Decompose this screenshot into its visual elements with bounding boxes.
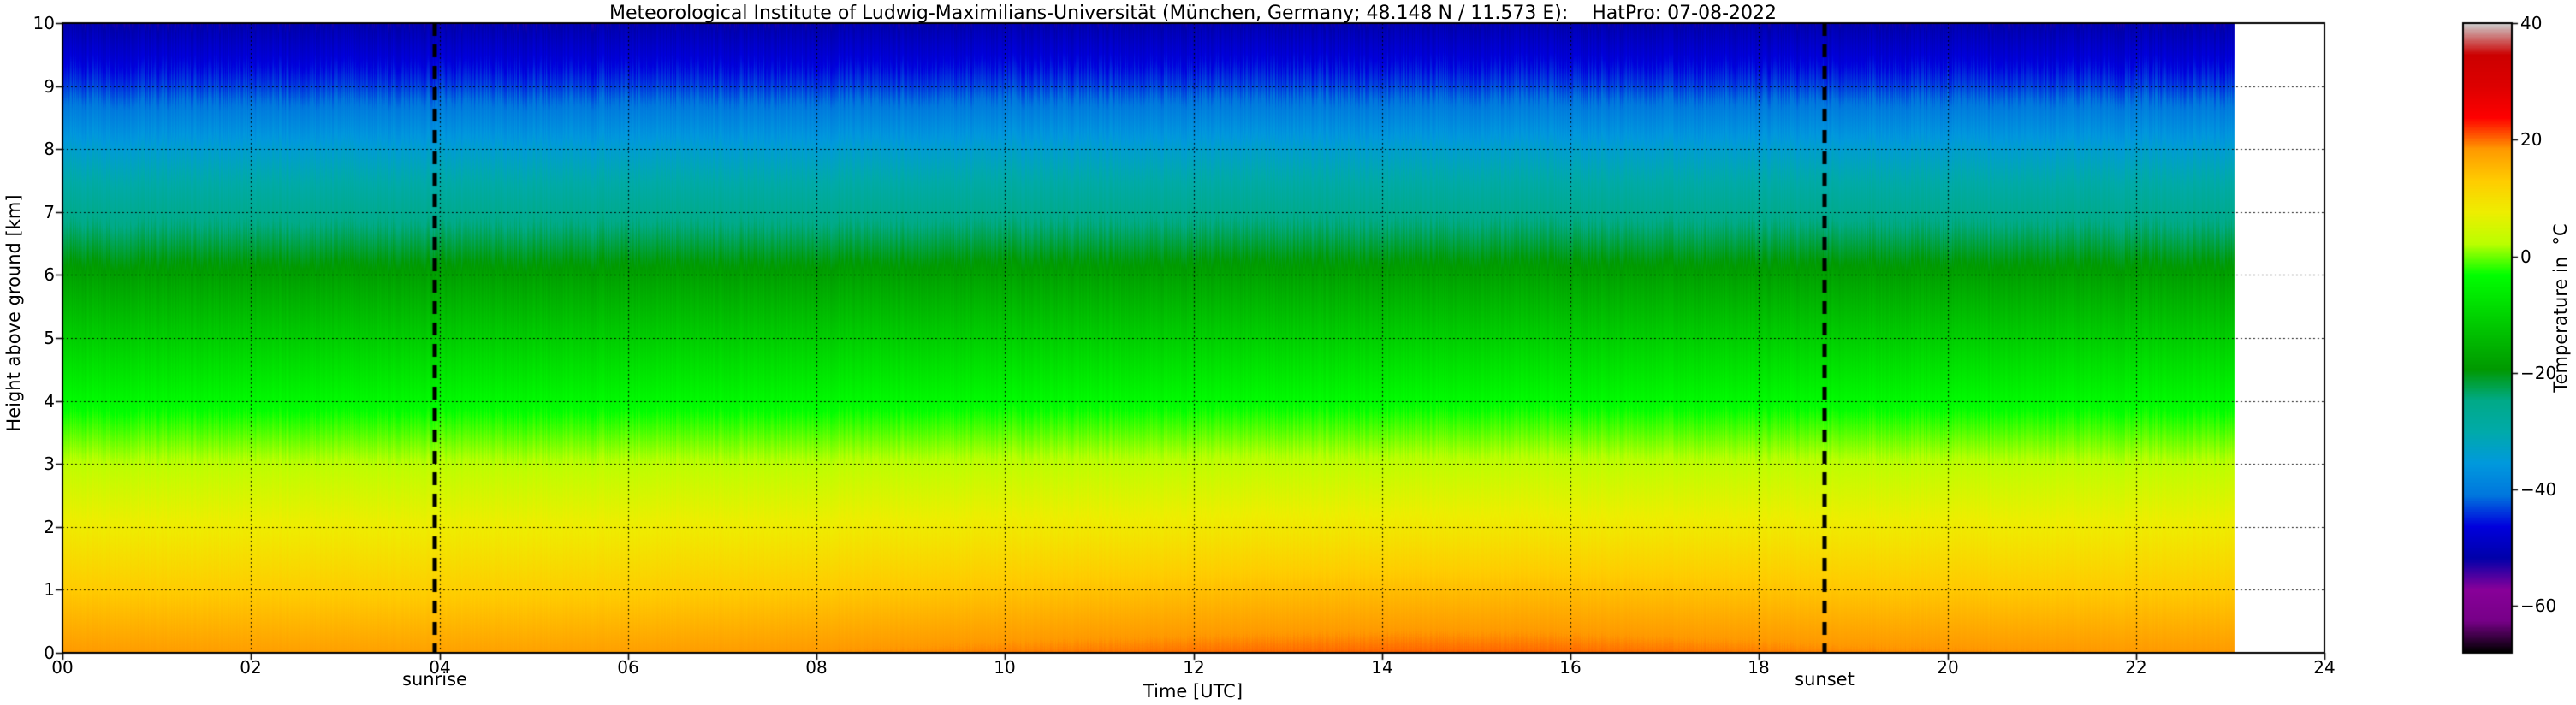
y-tick-label: 5 — [44, 328, 55, 348]
x-tick-label: 04 — [429, 657, 451, 678]
x-tick-label: 10 — [994, 657, 1016, 678]
x-tick-label: 22 — [2125, 657, 2147, 678]
x-tick-label: 18 — [1748, 657, 1770, 678]
x-tick-label: 16 — [1559, 657, 1582, 678]
x-tick-label: 08 — [805, 657, 828, 678]
x-axis-label: Time [UTC] — [1143, 681, 1243, 702]
y-tick-label: 1 — [44, 579, 55, 600]
colorbar-tick-label: 40 — [2520, 13, 2543, 33]
colorbar-tick-label: −40 — [2520, 479, 2557, 500]
y-tick-label: 7 — [44, 202, 55, 222]
y-tick-label: 6 — [44, 264, 55, 285]
y-tick-label: 3 — [44, 453, 55, 474]
annotation-label-sunrise: sunrise — [402, 669, 467, 690]
x-tick-label: 00 — [51, 657, 74, 678]
y-tick-label: 10 — [33, 13, 55, 33]
x-tick-label: 20 — [1937, 657, 1959, 678]
y-tick-label: 8 — [44, 139, 55, 159]
x-tick-label: 24 — [2313, 657, 2336, 678]
chart-title: Meteorological Institute of Ludwig-Maxim… — [608, 3, 1778, 24]
x-tick-label: 02 — [240, 657, 262, 678]
colorbar-tick-label: 20 — [2520, 129, 2543, 150]
y-tick-label: 0 — [44, 643, 55, 663]
colorbar-tick-label: −60 — [2520, 595, 2557, 616]
x-tick-label: 14 — [1371, 657, 1393, 678]
annotation-label-sunset: sunset — [1795, 669, 1855, 690]
x-tick-label: 06 — [617, 657, 639, 678]
y-tick-label: 9 — [44, 76, 55, 97]
y-tick-label: 2 — [44, 517, 55, 537]
y-tick-label: 4 — [44, 391, 55, 412]
colorbar-tick-label: −20 — [2520, 363, 2557, 383]
x-tick-label: 12 — [1183, 657, 1205, 678]
colorbar-tick-label: 0 — [2520, 246, 2531, 267]
